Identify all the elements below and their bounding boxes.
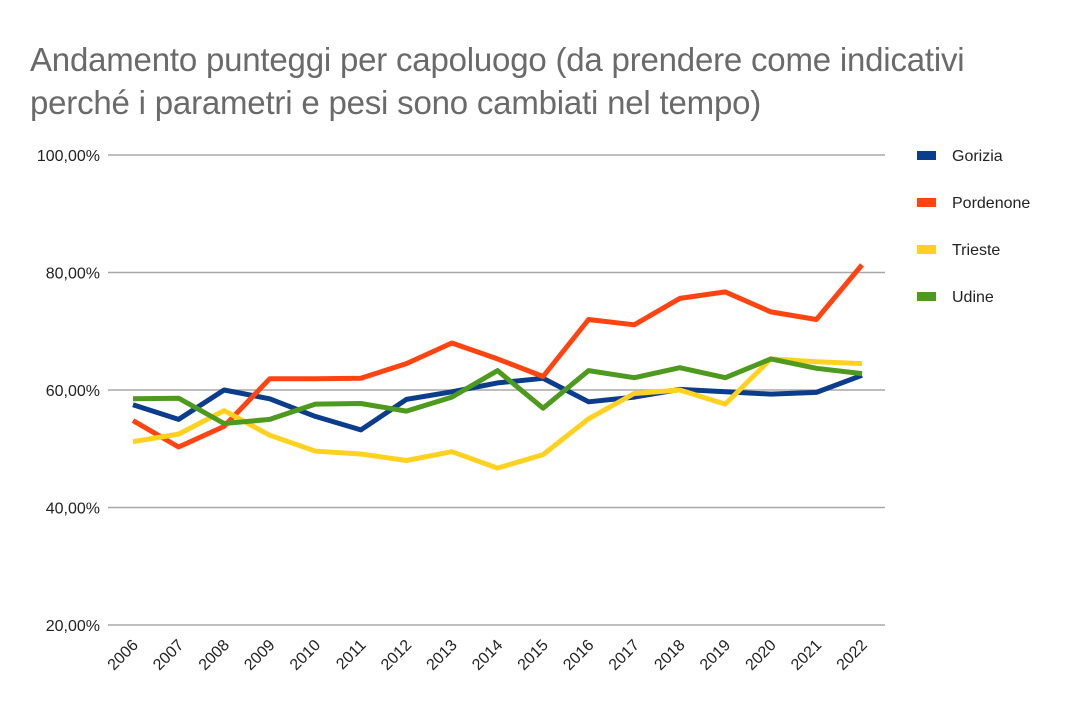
x-tick-label: 2006 xyxy=(105,637,142,674)
series-line-udine xyxy=(132,356,863,426)
series-line-trieste xyxy=(132,356,863,471)
x-tick-label: 2013 xyxy=(424,637,461,674)
x-axis-ticks: 2006 2007 2008 2009 2010 2011 2012 2013 2014 2015… xyxy=(105,637,871,674)
legend-swatch-udine xyxy=(917,292,936,301)
x-tick-label: 2020 xyxy=(743,637,780,674)
legend-swatch-trieste xyxy=(917,245,936,254)
x-tick-label: 2014 xyxy=(469,637,506,674)
x-tick-label: 2007 xyxy=(150,637,187,674)
y-axis-ticks: 20,00% 40,00% 60,00% 80,00% 100,00% xyxy=(37,148,100,635)
x-tick-label: 2019 xyxy=(697,637,734,674)
x-tick-label: 2012 xyxy=(378,637,415,674)
legend-swatch-pordenone xyxy=(917,198,936,207)
series-line-pordenone xyxy=(131,263,864,450)
x-tick-label: 2009 xyxy=(241,637,278,674)
x-tick-label: 2022 xyxy=(834,637,871,674)
x-tick-label: 2011 xyxy=(333,637,369,673)
legend-label-gorizia: Gorizia xyxy=(952,148,1003,165)
x-tick-label: 2010 xyxy=(287,637,324,674)
legend-swatch-gorizia xyxy=(917,151,936,160)
x-tick-label: 2018 xyxy=(651,637,688,674)
x-tick-label: 2021 xyxy=(788,637,825,674)
legend: Gorizia Pordenone Trieste Udine xyxy=(917,148,1030,306)
x-tick-label: 2008 xyxy=(196,637,233,674)
y-tick-label: 80,00% xyxy=(46,266,100,283)
y-tick-label: 40,00% xyxy=(46,501,100,518)
series-lines xyxy=(131,263,864,471)
legend-label-pordenone: Pordenone xyxy=(952,195,1030,212)
x-tick-label: 2015 xyxy=(515,637,552,674)
y-tick-label: 60,00% xyxy=(46,383,100,400)
y-tick-label: 100,00% xyxy=(37,148,100,165)
legend-label-trieste: Trieste xyxy=(952,242,1000,259)
chart-title: Andamento punteggi per capoluogo (da pre… xyxy=(30,41,965,121)
legend-label-udine: Udine xyxy=(952,289,994,306)
gridlines xyxy=(108,154,885,626)
x-tick-label: 2017 xyxy=(606,637,643,674)
x-tick-label: 2016 xyxy=(560,637,597,674)
y-tick-label: 20,00% xyxy=(46,618,100,635)
